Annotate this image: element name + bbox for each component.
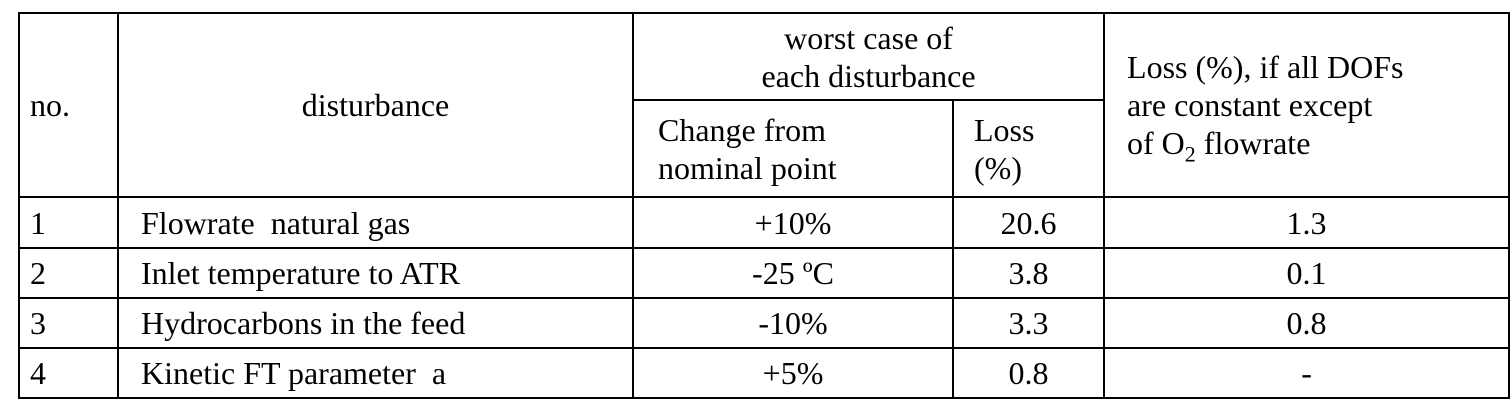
header-line: Loss (974, 111, 1035, 148)
table-cell: 1 (18, 196, 119, 249)
table-cell: 20.6 (951, 196, 1106, 249)
table-cell: 3 (18, 296, 119, 349)
table-cell: +10% (632, 196, 954, 249)
table-cell: Hydrocarbons in the feed (117, 296, 634, 349)
table-cell: 0.1 (1103, 246, 1511, 299)
header-cell: disturbance (117, 11, 634, 199)
header-line: of O2 flowrate (1127, 124, 1508, 165)
table-cell: 2 (18, 246, 119, 299)
table-row: 4 Kinetic FT parameter a +5% 0.8- (18, 346, 1511, 400)
header-line: nominal point (658, 149, 837, 186)
header-cell: Change from nominal point (632, 99, 954, 199)
table-cell: 1.3 (1103, 196, 1511, 249)
header-cell: Loss (%) (951, 99, 1106, 199)
table-cell: Flowrate natural gas (117, 196, 634, 249)
subscript: 2 (1184, 141, 1196, 167)
header-line: Change from (658, 111, 826, 148)
table-cell: 4 (18, 346, 119, 400)
table-cell: 0.8 (951, 346, 1106, 400)
header-line: worst case of (784, 19, 953, 56)
data-table: no. disturbance worst case of each distur… (18, 11, 1511, 400)
header-line: are constant except (1127, 87, 1373, 124)
table-cell: - (1103, 346, 1511, 400)
text: of O (1127, 125, 1185, 162)
table-cell: -10% (632, 296, 954, 349)
header-cell: Loss (%), if all DOFs are constant except… (1103, 11, 1511, 199)
header-row: Change from nominal point Loss (%) (19, 99, 1509, 199)
text: flowrate (1195, 125, 1311, 162)
header-row: no. disturbance worst case of each distur… (18, 11, 1511, 199)
header-line: each disturbance (761, 57, 976, 94)
table-row: 2 Inlet temperature to ATR -25 ºC 3.8 0.1 (18, 246, 1511, 299)
table-cell: 0.8 (1103, 296, 1511, 349)
header-line: Loss (%), if all DOFs (1127, 49, 1404, 86)
table-cell: Kinetic FT parameter a (117, 346, 634, 400)
table-cell: -25 ºC (632, 246, 954, 299)
table-cell: 3.3 (951, 296, 1106, 349)
table-cell: 3.8 (951, 246, 1106, 299)
table-row: 1 Flowrate natural gas +10% 20.6 1.3 (18, 196, 1511, 249)
table-cell: +5% (632, 346, 954, 400)
table-row: 3 Hydrocarbons in the feed -10% 3.3 0.8 (18, 296, 1511, 349)
header-cell: worst case of each disturbance (631, 11, 1106, 102)
header-cell: no. (18, 11, 119, 199)
header-line: (%) (974, 149, 1022, 186)
table-cell: Inlet temperature to ATR (117, 246, 634, 299)
